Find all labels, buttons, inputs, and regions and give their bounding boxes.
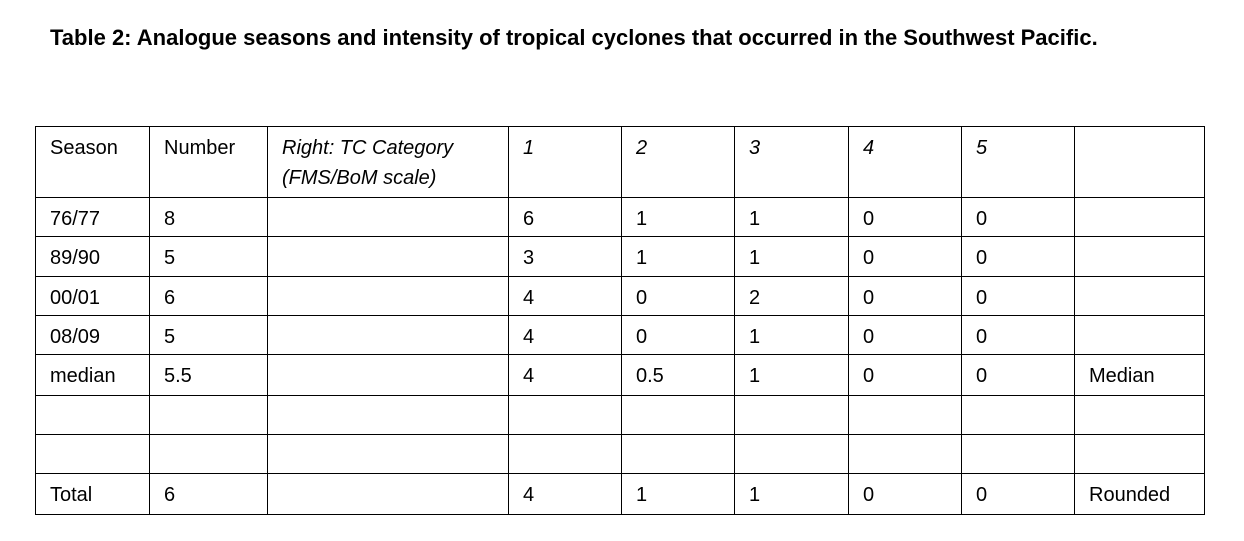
table-cell: 0	[961, 354, 1075, 396]
table-cell: 0	[848, 354, 962, 396]
table-row: 76/77 8 6 1 1 0 0	[35, 197, 1205, 237]
table-cell: 4	[508, 473, 622, 515]
table-cell	[1074, 276, 1205, 316]
table-cell: 76/77	[35, 197, 150, 237]
table-cell: 0.5	[621, 354, 735, 396]
table-cell: 4	[508, 354, 622, 396]
header-cell: 2	[621, 126, 735, 198]
table-cell: 0	[961, 236, 1075, 277]
table-cell	[621, 434, 735, 474]
table-cell	[35, 395, 150, 435]
header-cell: 3	[734, 126, 849, 198]
table-cell: 0	[848, 236, 962, 277]
table-cell	[267, 434, 509, 474]
table-cell: 0	[621, 315, 735, 355]
table-cell	[267, 395, 509, 435]
header-cell: 1	[508, 126, 622, 198]
header-cell	[1074, 126, 1205, 198]
table-title: Table 2: Analogue seasons and intensity …	[50, 25, 1098, 50]
table-cell: 1	[734, 197, 849, 237]
table-cell: median	[35, 354, 150, 396]
table-row	[35, 395, 1205, 435]
header-cell: 4	[848, 126, 962, 198]
table-cell	[267, 197, 509, 237]
table-cell: 1	[621, 236, 735, 277]
table-cell: Median	[1074, 354, 1205, 396]
table-cell: 89/90	[35, 236, 150, 277]
header-cell: Number	[149, 126, 268, 198]
header-cell: Right: TC Category (FMS/BoM scale)	[267, 126, 509, 198]
table-cell	[267, 473, 509, 515]
table-cell: 4	[508, 315, 622, 355]
table-cell	[508, 395, 622, 435]
table-row: 00/01 6 4 0 2 0 0	[35, 276, 1205, 316]
table-cell: 1	[621, 197, 735, 237]
table-cell	[734, 434, 849, 474]
table-cell: 4	[508, 276, 622, 316]
table-cell: 0	[848, 473, 962, 515]
table-row: median 5.5 4 0.5 1 0 0 Median	[35, 354, 1205, 396]
table-cell: 1	[734, 236, 849, 277]
table-cell: 5.5	[149, 354, 268, 396]
table-cell: 0	[848, 276, 962, 316]
table-cell	[1074, 395, 1205, 435]
table-cell: 6	[508, 197, 622, 237]
table-cell: 00/01	[35, 276, 150, 316]
table-cell	[267, 354, 509, 396]
table-row: 08/09 5 4 0 1 0 0	[35, 315, 1205, 355]
table-cell: 5	[149, 315, 268, 355]
table-cell	[621, 395, 735, 435]
table-row	[35, 434, 1205, 474]
table-cell: 1	[621, 473, 735, 515]
table-cell: 5	[149, 236, 268, 277]
table-body: Season Number Right: TC Category (FMS/BoM …	[35, 126, 1205, 515]
table-cell: 1	[734, 315, 849, 355]
table-cell	[848, 434, 962, 474]
table-cell	[1074, 315, 1205, 355]
table-cell: 0	[848, 315, 962, 355]
table-cell: 0	[961, 315, 1075, 355]
table-cell: 0	[961, 197, 1075, 237]
table-cell	[1074, 236, 1205, 277]
table-cell	[1074, 197, 1205, 237]
table-cell: Rounded	[1074, 473, 1205, 515]
table-cell: 0	[961, 473, 1075, 515]
table-cell	[961, 395, 1075, 435]
table-cell: 2	[734, 276, 849, 316]
table-cell	[35, 434, 150, 474]
table-row: Total 6 4 1 1 0 0 Rounded	[35, 473, 1205, 515]
table-cell	[1074, 434, 1205, 474]
table-cell	[267, 236, 509, 277]
table-cell: 08/09	[35, 315, 150, 355]
header-cell: 5	[961, 126, 1075, 198]
table-cell	[149, 434, 268, 474]
table-cell	[267, 315, 509, 355]
table-cell: 0	[621, 276, 735, 316]
table-cell	[961, 434, 1075, 474]
table-cell: 0	[961, 276, 1075, 316]
table-row: 89/90 5 3 1 1 0 0	[35, 236, 1205, 277]
data-table: Season Number Right: TC Category (FMS/BoM …	[35, 126, 1205, 515]
header-cell: Season	[35, 126, 150, 198]
table-cell: 1	[734, 473, 849, 515]
table-row: Season Number Right: TC Category (FMS/BoM …	[35, 126, 1205, 198]
table-cell: Total	[35, 473, 150, 515]
table-cell: 6	[149, 473, 268, 515]
table-cell	[734, 395, 849, 435]
table-cell	[508, 434, 622, 474]
table-cell	[149, 395, 268, 435]
table-cell: 1	[734, 354, 849, 396]
table-cell: 8	[149, 197, 268, 237]
table-cell	[848, 395, 962, 435]
table-cell: 0	[848, 197, 962, 237]
table-cell: 3	[508, 236, 622, 277]
table-cell: 6	[149, 276, 268, 316]
table-cell	[267, 276, 509, 316]
